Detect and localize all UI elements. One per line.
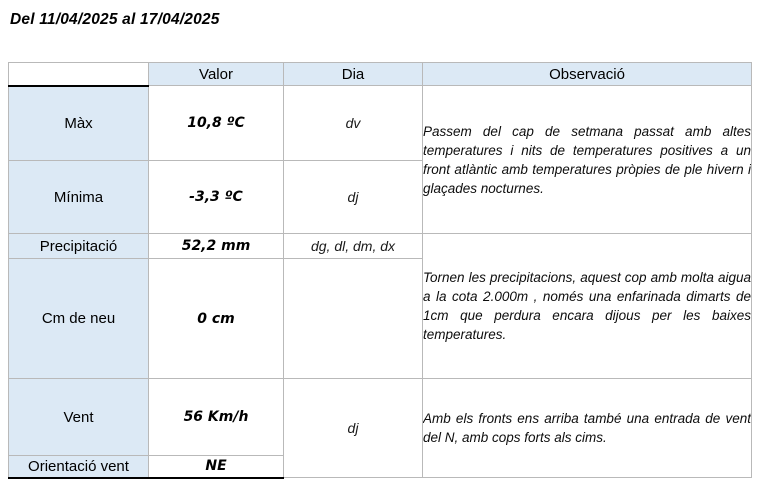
observation-temperatures: Passem del cap de setmana passat amb alt… <box>422 85 752 234</box>
dia-cm-de-neu <box>283 258 423 379</box>
row-label-precipitacio: Precipitació <box>8 233 149 259</box>
observation-precipitation: Tornen les precipitacions, aquest cop am… <box>422 233 752 379</box>
column-header-valor: Valor <box>148 62 284 86</box>
value-precipitacio: 52,2 mm <box>148 233 284 259</box>
header-row: Valor Dia Observació <box>8 62 752 86</box>
weather-summary-table: Valor Dia Observació Màx 10,8 ºC dv Pass… <box>8 62 752 479</box>
row-label-vent: Vent <box>8 378 149 456</box>
table-row-orientacio-vent: Orientació vent NE <box>8 455 752 479</box>
table-row-vent: Vent 56 Km/h dj Amb els fronts ens arrib… <box>8 378 752 478</box>
table-row-cm-de-neu: Cm de neu 0 cm <box>8 258 752 379</box>
corner-empty-cell <box>8 62 149 86</box>
dia-precipitacio: dg, dl, dm, dx <box>283 233 423 259</box>
row-label-minima: Mínima <box>8 160 149 234</box>
table-row-max: Màx 10,8 ºC dv Passem del cap de setmana… <box>8 84 752 234</box>
value-minima: -3,3 ºC <box>148 160 284 234</box>
column-header-dia: Dia <box>283 62 423 86</box>
value-orientacio-vent: NE <box>148 455 284 479</box>
column-header-observacio: Observació <box>422 62 752 86</box>
observation-wind: Amb els fronts ens arriba també una entr… <box>422 378 752 478</box>
row-label-cm-de-neu: Cm de neu <box>8 258 149 379</box>
value-vent: 56 Km/h <box>148 378 284 456</box>
value-cm-de-neu: 0 cm <box>148 258 284 379</box>
table-row-minima: Mínima -3,3 ºC dj <box>8 160 752 234</box>
row-label-max: Màx <box>8 84 149 161</box>
table-row-precipitacio: Precipitació 52,2 mm dg, dl, dm, dx Torn… <box>8 233 752 379</box>
date-range-title: Del 11/04/2025 al 17/04/2025 <box>10 11 220 28</box>
dia-max: dv <box>283 85 423 161</box>
row-label-orientacio-vent: Orientació vent <box>8 455 149 479</box>
dia-vent: dj <box>283 378 423 478</box>
value-max: 10,8 ºC <box>148 85 284 161</box>
dia-minima: dj <box>283 160 423 234</box>
